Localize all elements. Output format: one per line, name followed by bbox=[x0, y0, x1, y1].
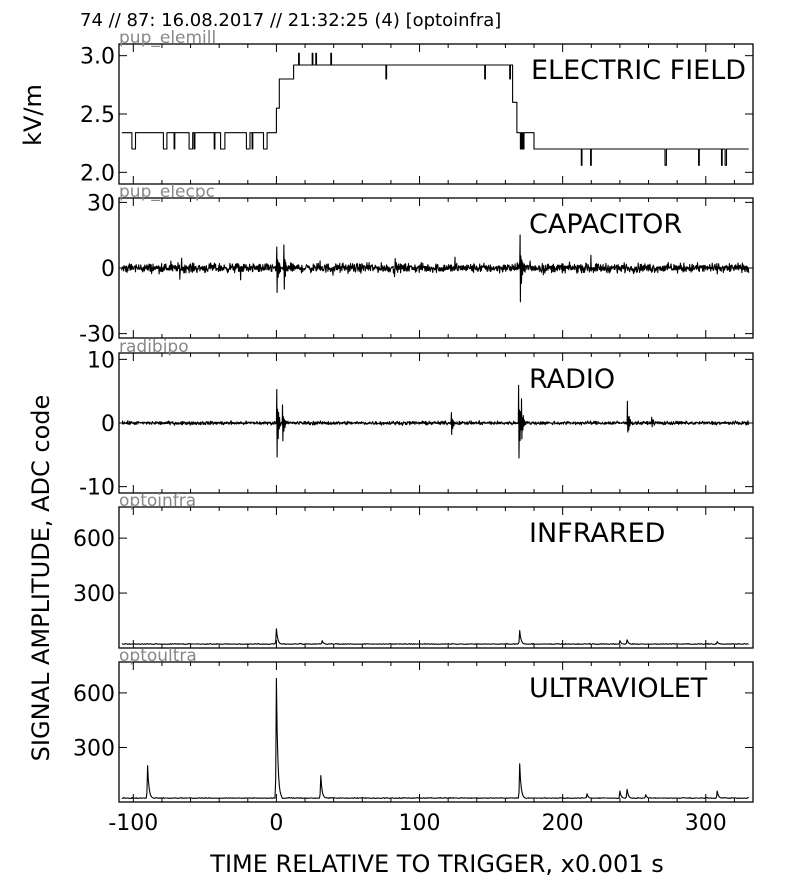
y-tick-label: -10 bbox=[79, 476, 115, 501]
panel-channel-tag: radibipo bbox=[119, 337, 189, 357]
panel-channel-tag: pup_elecpc bbox=[119, 182, 215, 202]
y-tick-label: 0 bbox=[101, 412, 115, 437]
y-tick-label: 30 bbox=[87, 191, 115, 216]
panel-channel-tag: optoultra bbox=[119, 646, 197, 666]
panel-channel-tag: optoinfra bbox=[119, 491, 196, 511]
y-tick-label: 300 bbox=[73, 736, 115, 761]
figure-header: 74 // 87: 16.08.2017 // 21:32:25 (4) [op… bbox=[80, 10, 501, 31]
x-tick-label: -100 bbox=[108, 811, 158, 836]
x-tick-labels: -100 0 100 200 300 bbox=[108, 811, 726, 836]
panel-title: ULTRAVIOLET bbox=[529, 673, 708, 704]
y-axis-title-electric-field: kV/m bbox=[19, 84, 47, 146]
panel-pup_elecpc: -30 0 30 pup_elecpc CAPACITOR bbox=[79, 182, 754, 348]
series-radibipo bbox=[121, 384, 750, 459]
x-axis-title: TIME RELATIVE TO TRIGGER, x0.001 s bbox=[209, 850, 663, 878]
y-tick-label: 600 bbox=[73, 682, 115, 707]
panel-title: INFRARED bbox=[529, 518, 665, 549]
x-tick-label: 0 bbox=[269, 811, 283, 836]
y-tick-label: 2.0 bbox=[80, 161, 115, 186]
y-axis-title-signal-amplitude: SIGNAL AMPLITUDE, ADC code bbox=[27, 395, 55, 762]
plot-frame bbox=[118, 506, 754, 649]
panel-title: ELECTRIC FIELD bbox=[531, 55, 746, 86]
y-tick-label: 2.5 bbox=[80, 103, 115, 128]
series-pup_elemill bbox=[121, 52, 749, 166]
panel-title: RADIO bbox=[529, 364, 615, 395]
series-optoultra bbox=[121, 677, 749, 799]
panel-title: CAPACITOR bbox=[529, 209, 682, 240]
x-tick-label: 300 bbox=[685, 811, 727, 836]
y-tick-label: 300 bbox=[73, 582, 115, 607]
y-tick-label: 3.0 bbox=[80, 45, 115, 70]
y-tick-label: 600 bbox=[73, 527, 115, 552]
x-tick-label: 100 bbox=[399, 811, 441, 836]
y-tick-label: 0 bbox=[101, 257, 115, 282]
y-tick-label: -30 bbox=[79, 323, 115, 348]
plot-frame bbox=[118, 661, 754, 803]
series-pup_elecpc bbox=[121, 234, 750, 303]
series-optoinfra bbox=[121, 628, 749, 645]
y-tick-label: 10 bbox=[87, 348, 115, 373]
panel-channel-tag: pup_elemill bbox=[119, 28, 216, 48]
x-tick-label: 200 bbox=[542, 811, 584, 836]
